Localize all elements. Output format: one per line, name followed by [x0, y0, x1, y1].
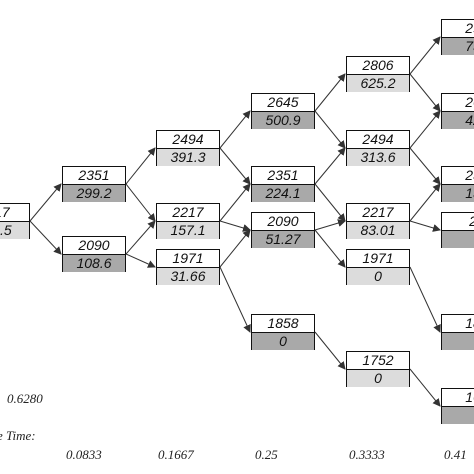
tree-edge-n33-n44	[314, 331, 346, 370]
tree-node: 2313	[441, 166, 474, 202]
node-price: 217	[0, 204, 29, 222]
tree-edge-n22-n32	[219, 229, 251, 268]
tree-edge-n42-n52	[409, 183, 441, 222]
tree-edge-n21-n31	[219, 183, 251, 222]
node-value	[442, 407, 474, 424]
tree-edge-n20-n30	[219, 110, 251, 149]
tree-node: 2217 157.1	[156, 203, 220, 239]
node-price: 23	[442, 167, 474, 185]
tree-edge-n31-n42	[314, 183, 346, 222]
node-price: 1858	[252, 315, 314, 333]
tree-node: 2975	[441, 19, 474, 55]
tree-edge-n42-n53	[409, 220, 441, 232]
tree-edge-n40-n51	[409, 73, 441, 112]
node-value: 0	[252, 333, 314, 350]
tree-node: 1858 0	[251, 314, 315, 350]
node-value: 157.1	[157, 222, 219, 239]
tree-edge-n22-n33	[219, 266, 251, 333]
tree-node: 21724.5	[0, 203, 30, 239]
node-price: 1971	[157, 250, 219, 268]
tree-edge-n31-n41	[314, 147, 346, 185]
tree-edge-n30-n41	[314, 110, 346, 149]
tree-node: 2642	[441, 93, 474, 129]
node-price: 2090	[252, 213, 314, 231]
node-price: 1971	[347, 250, 409, 268]
node-value: 24.5	[0, 222, 29, 239]
node-value: 13	[442, 185, 474, 202]
node-value	[442, 333, 474, 350]
tree-edge-n21-n32	[219, 220, 251, 232]
tree-node: 2806 625.2	[346, 56, 410, 92]
tree-node: 2645 500.9	[251, 93, 315, 129]
node-price: 16	[442, 389, 474, 407]
tree-edge-n00-n11	[29, 220, 62, 255]
node-value: 31.66	[157, 268, 219, 285]
node-price: 2645	[252, 94, 314, 112]
time-tick-4: 0.3333	[349, 447, 385, 462]
tree-edge-n43-n54	[409, 266, 441, 333]
node-price: 2217	[157, 204, 219, 222]
node-price: 2351	[63, 167, 125, 185]
tree-edge-n32-n42	[314, 219, 346, 231]
tree-edge-n44-n55	[409, 368, 441, 407]
node-value: 0	[347, 268, 409, 285]
time-tick-2: 0.1667	[158, 447, 194, 462]
tree-edge-n10-n21	[125, 183, 156, 222]
param-value: 0.6280	[7, 391, 43, 406]
node-value: 75	[442, 38, 474, 55]
node-value: 500.9	[252, 112, 314, 129]
node-value: 0	[347, 370, 409, 387]
node-value: 51.27	[252, 231, 314, 248]
node-price: 26	[442, 94, 474, 112]
tree-node: 2217 83.01	[346, 203, 410, 239]
time-axis-title: e Time:	[0, 428, 36, 443]
tree-edge-n41-n51	[409, 110, 441, 149]
tree-node: 2	[441, 212, 474, 248]
node-price: 2494	[347, 131, 409, 149]
tree-edge-n41-n52	[409, 147, 441, 185]
tree-edge-n11-n21	[125, 220, 156, 255]
node-price: 2806	[347, 57, 409, 75]
node-price: 2494	[157, 131, 219, 149]
tree-node: 1971 31.66	[156, 249, 220, 285]
tree-edge-n30-n40	[314, 73, 346, 112]
node-price: 2	[442, 213, 474, 231]
node-price: 2090	[63, 237, 125, 255]
tree-edge-n32-n43	[314, 229, 346, 268]
node-price: 2351	[252, 167, 314, 185]
tree-node: 18	[441, 314, 474, 350]
tree-node: 2351 224.1	[251, 166, 315, 202]
tree-node: 2351 299.2	[62, 166, 126, 202]
node-price: 1752	[347, 352, 409, 370]
tree-node: 1971 0	[346, 249, 410, 285]
tree-node: 1752 0	[346, 351, 410, 387]
tree-edge-n11-n22	[125, 253, 156, 268]
tree-edge-n10-n20	[125, 147, 156, 185]
time-tick-3: 0.25	[255, 447, 278, 462]
node-value: 625.2	[347, 75, 409, 92]
time-tick-1: 0.0833	[66, 447, 102, 462]
node-value	[442, 231, 474, 248]
node-price: 29	[442, 20, 474, 38]
tree-edge-n40-n50	[409, 36, 441, 75]
time-tick-5: 0.41	[444, 447, 467, 462]
node-value: 108.6	[63, 255, 125, 272]
tree-node: 16	[441, 388, 474, 424]
tree-edge-n20-n31	[219, 147, 251, 185]
tree-edge-n00-n10	[29, 183, 62, 222]
tree-node: 2494 391.3	[156, 130, 220, 166]
node-value: 391.3	[157, 149, 219, 166]
node-value: 299.2	[63, 185, 125, 202]
node-value: 83.01	[347, 222, 409, 239]
node-value: 42	[442, 112, 474, 129]
node-value: 224.1	[252, 185, 314, 202]
node-price: 18	[442, 315, 474, 333]
tree-node: 2090 51.27	[251, 212, 315, 248]
node-price: 2217	[347, 204, 409, 222]
node-value: 313.6	[347, 149, 409, 166]
tree-node: 2494 313.6	[346, 130, 410, 166]
tree-node: 2090 108.6	[62, 236, 126, 272]
